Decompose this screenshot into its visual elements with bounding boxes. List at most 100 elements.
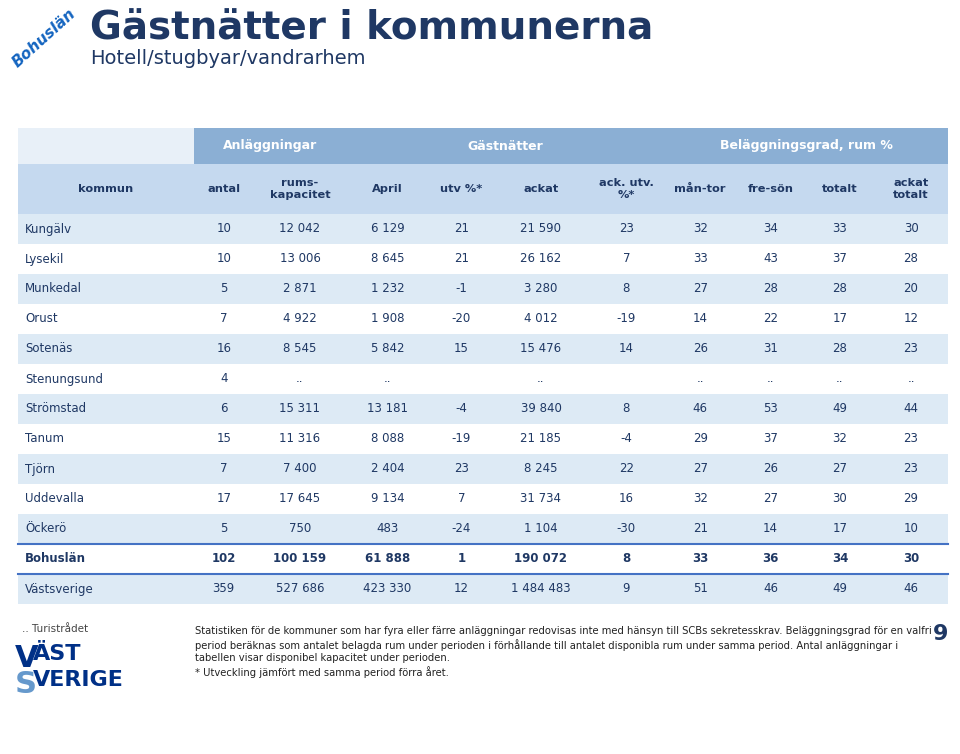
Text: 15 311: 15 311 xyxy=(279,403,321,415)
Text: 5: 5 xyxy=(220,523,228,535)
Text: ..: .. xyxy=(907,372,915,385)
Text: 1 232: 1 232 xyxy=(371,283,404,296)
Text: 483: 483 xyxy=(376,523,398,535)
Text: 17: 17 xyxy=(216,492,231,505)
Text: 29: 29 xyxy=(693,433,708,446)
Bar xyxy=(18,514,948,544)
Text: ackat: ackat xyxy=(523,184,559,194)
Text: mån-tor: mån-tor xyxy=(675,184,726,194)
Text: VERIGE: VERIGE xyxy=(33,670,124,690)
Text: -19: -19 xyxy=(616,312,636,326)
Text: 28: 28 xyxy=(832,342,848,355)
Text: 33: 33 xyxy=(832,222,848,235)
Text: 102: 102 xyxy=(211,553,236,566)
Text: 21 590: 21 590 xyxy=(520,222,562,235)
Text: 33: 33 xyxy=(692,553,708,566)
Text: fre-sön: fre-sön xyxy=(748,184,794,194)
Bar xyxy=(18,214,948,244)
Text: 29: 29 xyxy=(903,492,919,505)
Bar xyxy=(428,164,494,214)
Text: 13 006: 13 006 xyxy=(279,253,321,265)
Bar xyxy=(494,164,588,214)
Text: 7 400: 7 400 xyxy=(283,462,317,476)
Text: 190 072: 190 072 xyxy=(515,553,567,566)
Text: Tjörn: Tjörn xyxy=(25,462,55,476)
Text: .. Turistrådet: .. Turistrådet xyxy=(22,624,88,634)
Text: 6: 6 xyxy=(220,403,228,415)
Text: 17: 17 xyxy=(832,312,848,326)
Text: 28: 28 xyxy=(832,283,848,296)
Text: 32: 32 xyxy=(693,492,708,505)
Bar xyxy=(18,394,948,424)
Text: 33: 33 xyxy=(693,253,708,265)
Bar xyxy=(18,164,194,214)
Text: 14: 14 xyxy=(619,342,634,355)
Text: 8: 8 xyxy=(622,553,631,566)
Text: 26: 26 xyxy=(693,342,708,355)
Text: 3 280: 3 280 xyxy=(524,283,558,296)
Text: April: April xyxy=(372,184,403,194)
Text: 1 484 483: 1 484 483 xyxy=(511,583,571,596)
Text: 34: 34 xyxy=(763,222,778,235)
Text: 44: 44 xyxy=(903,403,919,415)
Text: -30: -30 xyxy=(616,523,636,535)
Text: 49: 49 xyxy=(832,403,848,415)
Text: 23: 23 xyxy=(903,342,919,355)
Text: 9: 9 xyxy=(622,583,630,596)
Text: 27: 27 xyxy=(693,462,708,476)
Bar xyxy=(875,164,948,214)
Bar xyxy=(18,544,948,574)
Text: 21: 21 xyxy=(454,253,468,265)
Text: 2 404: 2 404 xyxy=(371,462,404,476)
Text: ÄST: ÄST xyxy=(33,644,82,664)
Bar xyxy=(194,128,347,164)
Text: 28: 28 xyxy=(903,253,919,265)
Text: 23: 23 xyxy=(903,462,919,476)
Text: 15 476: 15 476 xyxy=(520,342,562,355)
Text: -4: -4 xyxy=(455,403,468,415)
Text: ack. utv.
%*: ack. utv. %* xyxy=(599,178,654,201)
Text: Strömstad: Strömstad xyxy=(25,403,86,415)
Text: 30: 30 xyxy=(903,553,919,566)
Text: 8: 8 xyxy=(623,283,630,296)
Text: 10: 10 xyxy=(216,253,231,265)
Text: 26: 26 xyxy=(763,462,779,476)
Text: Anläggningar: Anläggningar xyxy=(224,139,318,152)
Text: 14: 14 xyxy=(763,523,779,535)
Text: 51: 51 xyxy=(693,583,708,596)
Text: 15: 15 xyxy=(454,342,468,355)
Text: 39 840: 39 840 xyxy=(520,403,562,415)
Text: 8 545: 8 545 xyxy=(283,342,317,355)
Text: 8: 8 xyxy=(623,403,630,415)
Text: 4: 4 xyxy=(220,372,228,385)
Text: Bohuslän: Bohuslän xyxy=(10,6,79,70)
Text: 53: 53 xyxy=(763,403,778,415)
Bar xyxy=(18,484,948,514)
Bar xyxy=(735,164,805,214)
Text: 34: 34 xyxy=(831,553,849,566)
Text: Bohuslän: Bohuslän xyxy=(25,553,86,566)
Text: 26 162: 26 162 xyxy=(520,253,562,265)
Text: ..: .. xyxy=(836,372,844,385)
Text: 37: 37 xyxy=(763,433,778,446)
Text: 21: 21 xyxy=(693,523,708,535)
Text: 7: 7 xyxy=(622,253,630,265)
Text: 28: 28 xyxy=(763,283,778,296)
Text: 16: 16 xyxy=(216,342,231,355)
Text: 37: 37 xyxy=(832,253,848,265)
Text: 8 645: 8 645 xyxy=(371,253,404,265)
Text: 30: 30 xyxy=(832,492,848,505)
Text: 46: 46 xyxy=(693,403,708,415)
Bar xyxy=(18,244,948,274)
Bar xyxy=(805,164,875,214)
Text: 16: 16 xyxy=(619,492,634,505)
Text: 100 159: 100 159 xyxy=(274,553,326,566)
Bar xyxy=(18,424,948,454)
Bar xyxy=(347,164,428,214)
Text: 27: 27 xyxy=(693,283,708,296)
Text: 23: 23 xyxy=(454,462,468,476)
Text: 22: 22 xyxy=(619,462,634,476)
Text: tabellen visar disponibel kapacitet under perioden.: tabellen visar disponibel kapacitet unde… xyxy=(195,653,450,663)
Text: 23: 23 xyxy=(903,433,919,446)
Text: 36: 36 xyxy=(762,553,779,566)
